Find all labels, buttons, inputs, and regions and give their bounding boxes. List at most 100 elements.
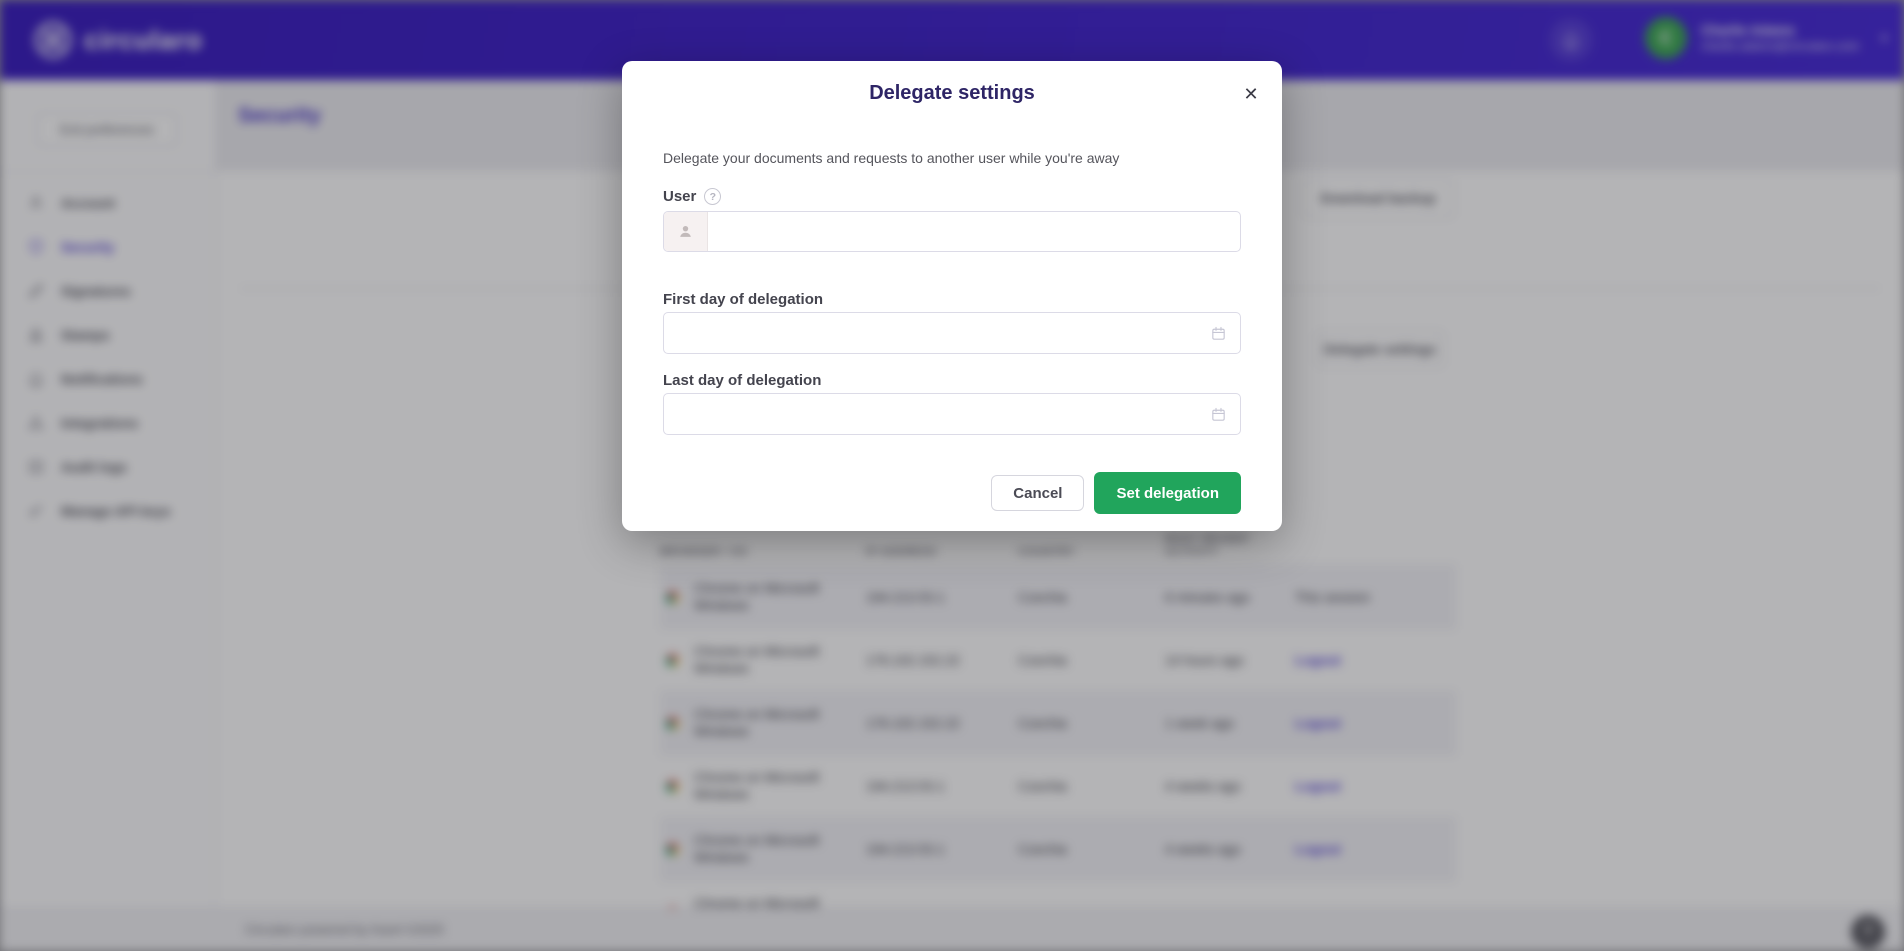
user-menu[interactable]: C Charlie Adams charlie.adams@circularo.… bbox=[1645, 17, 1887, 59]
page-title: Security bbox=[238, 104, 321, 127]
sidebar-item-label: Integrations bbox=[61, 415, 139, 431]
sessions-table: Browser / OS IP address Country Most recent… bbox=[660, 528, 1456, 943]
country-cell: Czechia bbox=[1018, 589, 1067, 605]
stamp-icon bbox=[27, 326, 45, 344]
last-day-field bbox=[663, 393, 1241, 435]
country-cell: Czechia bbox=[1018, 841, 1067, 857]
column-header: Country bbox=[1018, 546, 1075, 558]
user-input[interactable] bbox=[708, 212, 1240, 251]
help-icon[interactable]: ? bbox=[704, 188, 722, 205]
key-icon bbox=[27, 502, 45, 520]
user-select-field bbox=[663, 211, 1241, 252]
browser-cell: Chrome on Microsoft Windows bbox=[660, 706, 850, 740]
last-day-label: Last day of delegation bbox=[663, 372, 822, 389]
user-label-text: User bbox=[663, 188, 697, 205]
first-day-field bbox=[663, 312, 1241, 354]
sidebar-item-label: Security bbox=[61, 239, 115, 255]
activity-cell: 14 hours ago bbox=[1165, 652, 1244, 668]
browser-cell: Chrome on Microsoft Windows bbox=[660, 643, 850, 677]
bell-icon bbox=[1561, 30, 1581, 50]
chrome-icon bbox=[665, 653, 680, 668]
browser-os-text: Chrome on Microsoft Windows bbox=[694, 644, 820, 676]
user-field-label: User ? bbox=[663, 188, 1241, 205]
sidebar-item-stamps[interactable]: Stamps bbox=[0, 313, 216, 357]
logout-link[interactable]: Logout bbox=[1295, 841, 1341, 857]
sidebar-item-security[interactable]: Security bbox=[0, 225, 216, 269]
browser-cell: Chrome on Microsoft Windows bbox=[660, 580, 850, 614]
sidebar-nav: Account Security Signatures Stamps Notificat… bbox=[0, 181, 216, 533]
delegate-settings-button[interactable]: Delegate settings bbox=[1317, 332, 1443, 366]
footer-copyright: Circularo powered by Karel ©2025 bbox=[245, 922, 444, 937]
download-backup-button[interactable]: Download backup bbox=[1303, 180, 1453, 217]
ip-cell: 194.213.53.1 bbox=[866, 778, 945, 794]
action-cell: Logout bbox=[1295, 653, 1456, 668]
integrations-icon bbox=[27, 414, 45, 432]
modal-description: Delegate your documents and requests to … bbox=[663, 150, 1120, 166]
modal-actions: Cancel Set delegation bbox=[663, 472, 1241, 514]
shield-icon bbox=[27, 238, 45, 256]
action-cell: This session bbox=[1295, 590, 1456, 605]
delegate-settings-modal: Delegate settings ✕ Delegate your docume… bbox=[622, 61, 1282, 531]
table-row: Chrome on Microsoft Windows 194.213.53.1 C… bbox=[660, 817, 1456, 880]
action-cell: Logout bbox=[1295, 779, 1456, 794]
sessions-table-header: Browser / OS IP address Country Most recent… bbox=[660, 528, 1456, 565]
last-day-input[interactable] bbox=[664, 406, 1240, 422]
chevron-down-icon: ▾ bbox=[1881, 31, 1888, 45]
sidebar-item-integrations[interactable]: Integrations bbox=[0, 401, 216, 445]
sidebar-item-notifications[interactable]: Notifications bbox=[0, 357, 216, 401]
sidebar-item-account[interactable]: Account bbox=[0, 181, 216, 225]
brand-logo[interactable]: circularo bbox=[33, 20, 203, 60]
bell-icon bbox=[27, 370, 45, 388]
table-row: Chrome on Microsoft Windows 176.102.152.2… bbox=[660, 628, 1456, 691]
sidebar-item-label: Signatures bbox=[61, 283, 131, 299]
modal-title: Delegate settings bbox=[869, 82, 1035, 104]
browser-os-text: Chrome on Microsoft Windows bbox=[694, 581, 820, 613]
sidebar-item-label: Notifications bbox=[61, 371, 143, 387]
country-cell: Czechia bbox=[1018, 778, 1067, 794]
sidebar-item-manage-api-keys[interactable]: Manage API keys bbox=[0, 489, 216, 533]
sidebar-item-label: Stamps bbox=[61, 327, 110, 343]
notifications-button[interactable] bbox=[1549, 18, 1593, 62]
user-name: Charlie Adams bbox=[1701, 23, 1796, 38]
calendar-icon[interactable] bbox=[1210, 325, 1227, 342]
browser-cell: Chrome on Microsoft Windows bbox=[660, 769, 850, 803]
first-day-input[interactable] bbox=[664, 325, 1240, 341]
sidebar-item-signatures[interactable]: Signatures bbox=[0, 269, 216, 313]
table-row: Chrome on Microsoft Windows 194.213.53.1 C… bbox=[660, 754, 1456, 817]
cancel-button[interactable]: Cancel bbox=[991, 475, 1085, 511]
user-email: charlie.adams@circularo.com bbox=[1701, 39, 1860, 53]
person-icon bbox=[664, 212, 708, 251]
activity-cell: 4 weeks ago bbox=[1165, 778, 1241, 794]
ip-cell: 194.213.53.1 bbox=[866, 841, 945, 857]
avatar: C bbox=[1645, 17, 1687, 59]
sidebar-item-audit-logs[interactable]: Audit logs bbox=[0, 445, 216, 489]
ip-cell: 176.102.152.22 bbox=[866, 652, 960, 668]
column-header: Browser / OS bbox=[660, 546, 748, 558]
logout-link[interactable]: Logout bbox=[1295, 778, 1341, 794]
circularo-logo-icon bbox=[33, 20, 73, 60]
activity-cell: 6 minutes ago bbox=[1165, 589, 1250, 605]
set-delegation-button[interactable]: Set delegation bbox=[1094, 472, 1241, 514]
close-icon[interactable]: ✕ bbox=[1237, 80, 1265, 108]
sessions-table-body: Chrome on Microsoft Windows 194.213.53.1 C… bbox=[660, 565, 1456, 943]
action-cell: Logout bbox=[1295, 842, 1456, 857]
action-cell: Logout bbox=[1295, 716, 1456, 731]
this-session-text: This session bbox=[1295, 589, 1371, 605]
browser-os-text: Chrome on Microsoft Windows bbox=[694, 770, 820, 802]
calendar-icon[interactable] bbox=[1210, 406, 1227, 423]
logout-link[interactable]: Logout bbox=[1295, 652, 1341, 668]
sidebar-item-label: Account bbox=[61, 195, 115, 211]
first-day-label: First day of delegation bbox=[663, 291, 824, 308]
chrome-icon bbox=[665, 716, 680, 731]
scrollbar-thumb[interactable] bbox=[1894, 350, 1901, 940]
app-footer: Circularo powered by Karel ©2025 bbox=[0, 908, 1904, 951]
column-header: IP address bbox=[866, 546, 937, 558]
exit-preferences-button[interactable]: Exit preferences bbox=[37, 113, 177, 146]
sidebar-item-label: Manage API keys bbox=[61, 503, 171, 519]
help-widget-button[interactable]: ? bbox=[1851, 915, 1885, 949]
browser-cell: Chrome on Microsoft Windows bbox=[660, 832, 850, 866]
logout-link[interactable]: Logout bbox=[1295, 715, 1341, 731]
ip-cell: 194.213.53.1 bbox=[866, 589, 945, 605]
chrome-icon bbox=[665, 590, 680, 605]
